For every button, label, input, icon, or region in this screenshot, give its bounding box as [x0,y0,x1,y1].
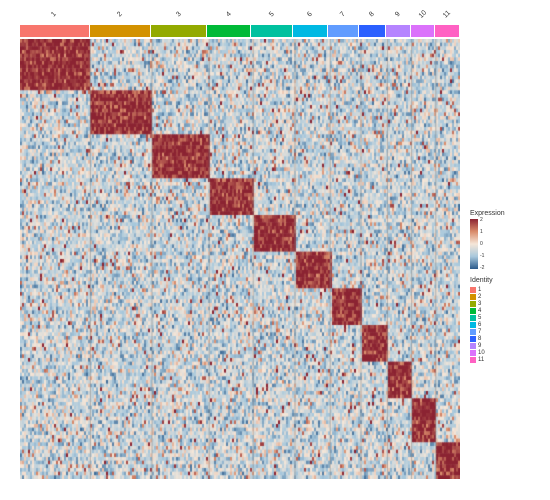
identity-row: 11 [470,356,535,363]
cluster-label: 10 [417,9,427,19]
cluster-segment-2: 2 [90,25,151,37]
cluster-label: 4 [225,11,233,19]
identity-swatch [470,301,476,307]
identity-label: 7 [478,329,481,335]
identity-label: 5 [478,315,481,321]
colorbar-tick: 2 [480,217,483,223]
cluster-label: 9 [394,11,402,19]
identity-swatch [470,287,476,293]
cluster-label: 3 [175,11,183,19]
identity-row: 8 [470,335,535,342]
identity-label: 8 [478,336,481,342]
identity-row: 6 [470,321,535,328]
expression-heatmap [20,39,460,479]
identity-row: 2 [470,293,535,300]
identity-swatch [470,343,476,349]
colorbar-tick: 1 [480,229,483,235]
identity-label: 6 [478,322,481,328]
identity-row: 4 [470,307,535,314]
cluster-label: 5 [268,11,276,19]
cluster-segment-5: 5 [251,25,293,37]
identity-label: 10 [478,350,485,356]
identity-swatch [470,315,476,321]
cluster-segment-9: 9 [386,25,411,37]
cluster-segment-11: 11 [435,25,460,37]
cluster-label: 6 [306,11,314,19]
identity-swatch [470,294,476,300]
expression-colorbar: 2 1 0 -1 -2 [470,219,478,269]
identity-label: 11 [478,357,484,363]
chart-container: 1234567891011 Expression 2 1 0 -1 -2 Ide… [10,10,540,490]
identity-legend-list: 1234567891011 [470,286,535,363]
identity-swatch [470,350,476,356]
colorbar-tick: -1 [480,253,484,259]
identity-row: 9 [470,342,535,349]
legend-panel: Expression 2 1 0 -1 -2 Identity 12345678… [470,210,535,363]
cluster-segment-4: 4 [207,25,251,37]
identity-label: 4 [478,308,481,314]
cluster-segment-10: 10 [411,25,436,37]
identity-swatch [470,322,476,328]
cluster-segment-3: 3 [151,25,208,37]
identity-swatch [470,329,476,335]
cluster-segment-8: 8 [359,25,386,37]
cluster-label: 1 [50,11,58,19]
cluster-segment-6: 6 [293,25,328,37]
identity-label: 2 [478,294,481,300]
cluster-label: 11 [442,9,452,19]
identity-row: 1 [470,286,535,293]
identity-legend-title: Identity [470,277,535,284]
identity-swatch [470,357,476,363]
cluster-segment-7: 7 [328,25,359,37]
identity-row: 3 [470,300,535,307]
colorbar-tick: -2 [480,265,484,271]
identity-label: 3 [478,301,481,307]
colorbar-tick: 0 [480,241,483,247]
cluster-segment-1: 1 [20,25,90,37]
cluster-label: 8 [368,11,376,19]
identity-row: 7 [470,328,535,335]
cluster-label: 7 [340,11,348,19]
identity-swatch [470,308,476,314]
cluster-label: 2 [116,11,124,19]
cluster-annotation-bar: 1234567891011 [20,25,460,37]
identity-label: 1 [478,287,481,293]
expression-legend-title: Expression [470,210,535,217]
identity-swatch [470,336,476,342]
identity-row: 10 [470,349,535,356]
identity-label: 9 [478,343,481,349]
identity-row: 5 [470,314,535,321]
